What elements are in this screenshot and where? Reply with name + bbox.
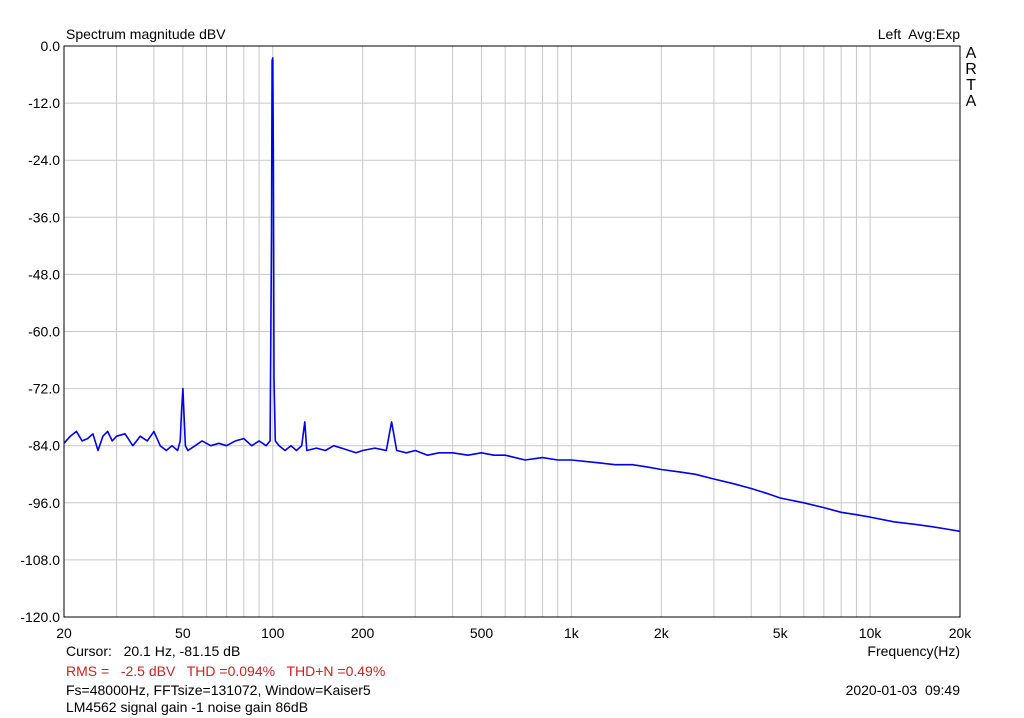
y-tick-label: -84.0	[28, 438, 60, 454]
x-tick-label: 200	[351, 625, 375, 641]
brand-letter: R	[965, 61, 977, 78]
y-tick-label: -120.0	[20, 609, 60, 625]
measurement-note: LM4562 signal gain -1 noise gain 86dB	[66, 699, 309, 715]
measurement-stats: RMS = -2.5 dBV THD =0.094% THD+N =0.49%	[66, 663, 386, 679]
y-tick-label: -48.0	[28, 266, 60, 282]
plot-frame	[63, 45, 961, 618]
x-tick-label: 10k	[859, 625, 883, 641]
brand-letter: A	[965, 45, 977, 62]
x-axis-label: Frequency(Hz)	[867, 643, 960, 659]
fft-settings: Fs=48000Hz, FFTsize=131072, Window=Kaise…	[66, 682, 371, 698]
cursor-readout: Cursor: 20.1 Hz, -81.15 dB	[66, 643, 241, 659]
x-tick-label: 1k	[564, 625, 580, 641]
brand-letter: A	[965, 93, 977, 110]
y-tick-label: -72.0	[28, 381, 60, 397]
timestamp: 2020-01-03 09:49	[845, 682, 960, 698]
y-tick-label: -36.0	[28, 209, 60, 225]
brand-logo: A R T A	[964, 46, 978, 110]
y-tick-label: -60.0	[28, 324, 60, 340]
x-tick-label: 20k	[949, 625, 973, 641]
chart-title: Spectrum magnitude dBV	[66, 26, 226, 42]
channel-average-mode: Left Avg:Exp	[877, 26, 960, 42]
y-tick-label: -96.0	[28, 495, 60, 511]
y-tick-label: 0.0	[41, 38, 61, 54]
brand-letter: T	[966, 77, 976, 94]
spectrum-trace	[63, 57, 961, 533]
x-tick-label: 100	[261, 625, 285, 641]
x-tick-label: 500	[470, 625, 494, 641]
y-tick-label: -24.0	[28, 152, 60, 168]
x-tick-label: 5k	[773, 625, 789, 641]
y-tick-label: -12.0	[28, 95, 60, 111]
y-tick-label: -108.0	[20, 552, 60, 568]
x-tick-label: 20	[56, 625, 72, 641]
x-tick-label: 50	[175, 625, 191, 641]
x-tick-label: 2k	[654, 625, 670, 641]
